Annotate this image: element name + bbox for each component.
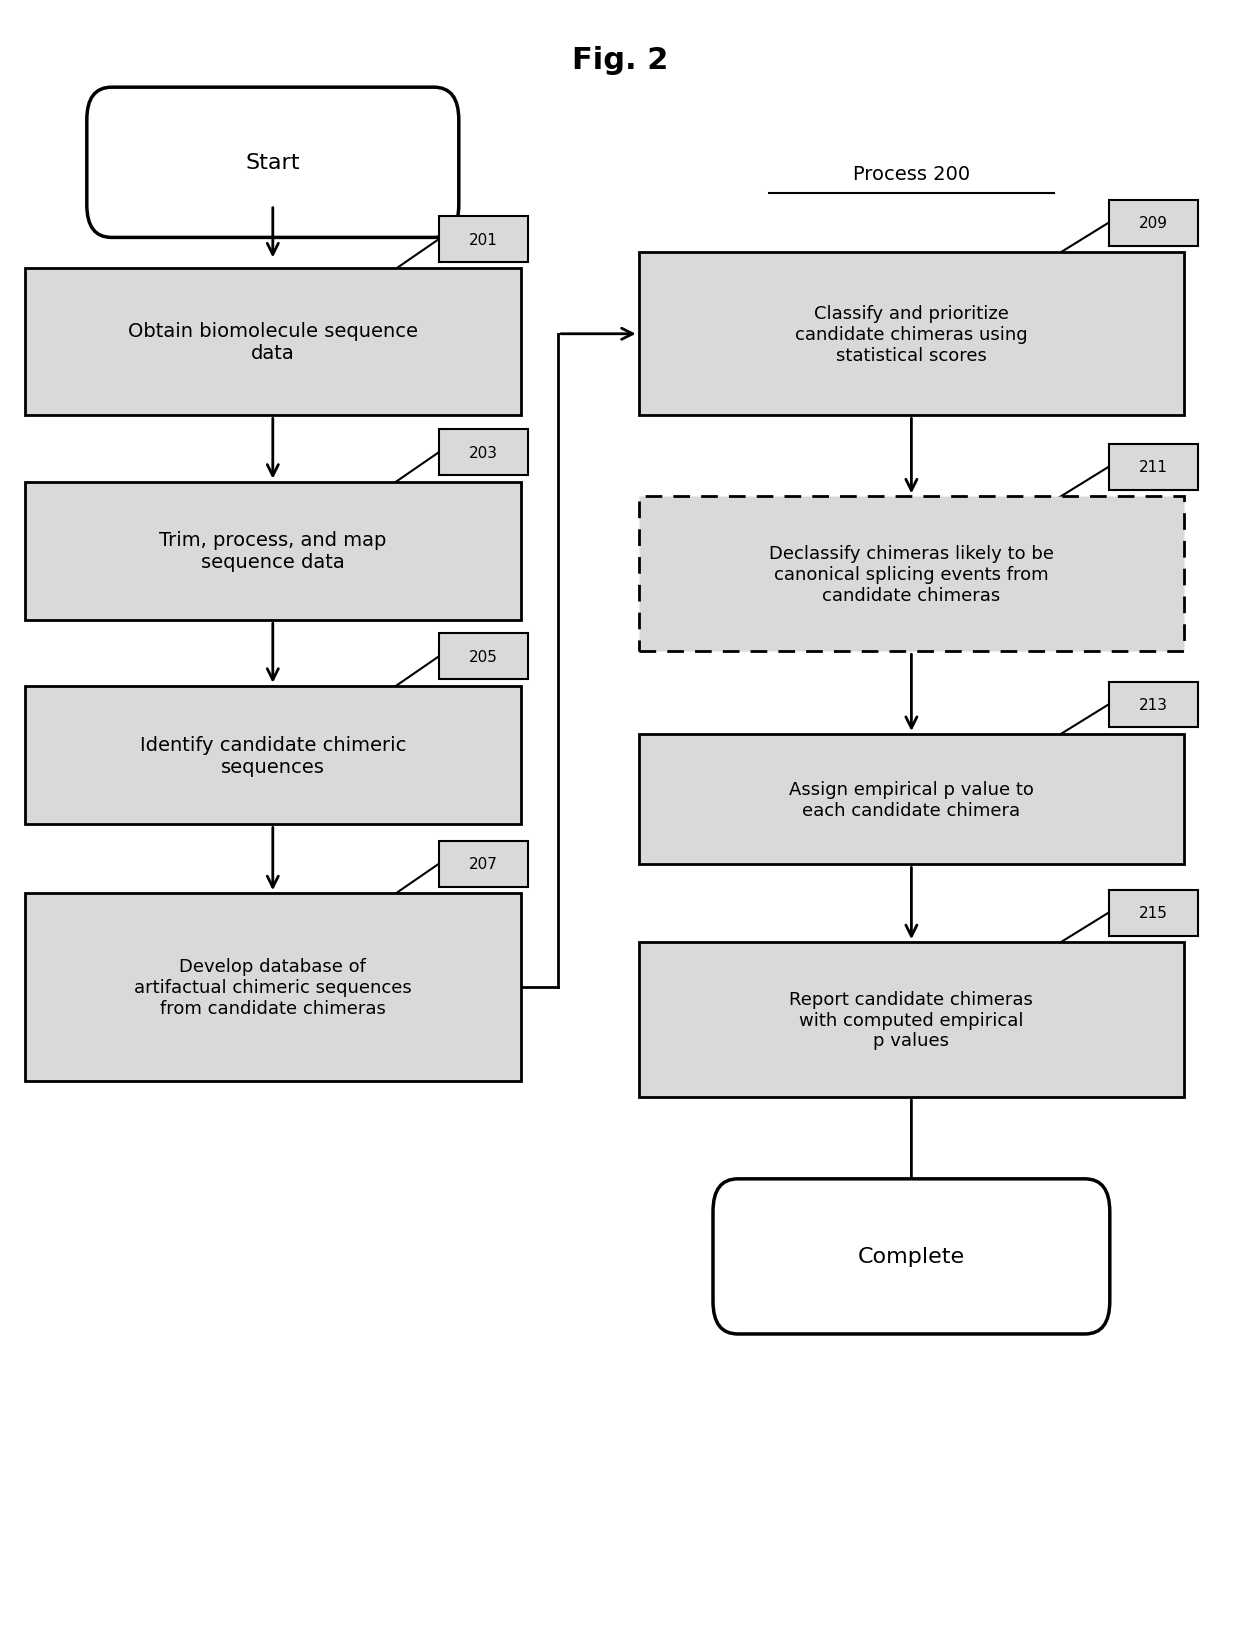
- Text: 209: 209: [1138, 215, 1168, 232]
- Text: Fig. 2: Fig. 2: [572, 46, 668, 75]
- FancyBboxPatch shape: [639, 734, 1184, 865]
- Text: 203: 203: [469, 446, 498, 460]
- FancyBboxPatch shape: [439, 633, 528, 679]
- FancyBboxPatch shape: [639, 253, 1184, 416]
- FancyBboxPatch shape: [439, 217, 528, 263]
- FancyBboxPatch shape: [639, 943, 1184, 1097]
- FancyBboxPatch shape: [1109, 201, 1198, 246]
- FancyBboxPatch shape: [639, 496, 1184, 651]
- Text: 211: 211: [1138, 460, 1168, 475]
- FancyBboxPatch shape: [439, 840, 528, 888]
- FancyBboxPatch shape: [25, 269, 521, 416]
- Text: Complete: Complete: [858, 1247, 965, 1266]
- Text: Process 200: Process 200: [853, 165, 970, 184]
- Text: Obtain biomolecule sequence
data: Obtain biomolecule sequence data: [128, 322, 418, 364]
- FancyBboxPatch shape: [87, 88, 459, 238]
- Text: 205: 205: [469, 650, 498, 664]
- Text: 213: 213: [1138, 697, 1168, 713]
- FancyBboxPatch shape: [1109, 682, 1198, 728]
- FancyBboxPatch shape: [25, 481, 521, 620]
- Text: Declassify chimeras likely to be
canonical splicing events from
candidate chimer: Declassify chimeras likely to be canonic…: [769, 545, 1054, 604]
- FancyBboxPatch shape: [25, 685, 521, 824]
- Text: 207: 207: [469, 857, 498, 871]
- Text: Report candidate chimeras
with computed empirical
p values: Report candidate chimeras with computed …: [790, 991, 1033, 1049]
- Text: Start: Start: [246, 153, 300, 173]
- Text: Assign empirical p value to
each candidate chimera: Assign empirical p value to each candida…: [789, 780, 1034, 819]
- FancyBboxPatch shape: [1109, 444, 1198, 490]
- Text: Develop database of
artifactual chimeric sequences
from candidate chimeras: Develop database of artifactual chimeric…: [134, 958, 412, 1017]
- Text: 201: 201: [469, 232, 498, 248]
- Text: Trim, process, and map
sequence data: Trim, process, and map sequence data: [159, 530, 387, 573]
- FancyBboxPatch shape: [25, 894, 521, 1080]
- Text: Classify and prioritize
candidate chimeras using
statistical scores: Classify and prioritize candidate chimer…: [795, 305, 1028, 364]
- FancyBboxPatch shape: [713, 1178, 1110, 1335]
- FancyBboxPatch shape: [439, 429, 528, 477]
- Text: 215: 215: [1138, 906, 1168, 920]
- Text: Identify candidate chimeric
sequences: Identify candidate chimeric sequences: [140, 734, 405, 777]
- FancyBboxPatch shape: [1109, 889, 1198, 935]
